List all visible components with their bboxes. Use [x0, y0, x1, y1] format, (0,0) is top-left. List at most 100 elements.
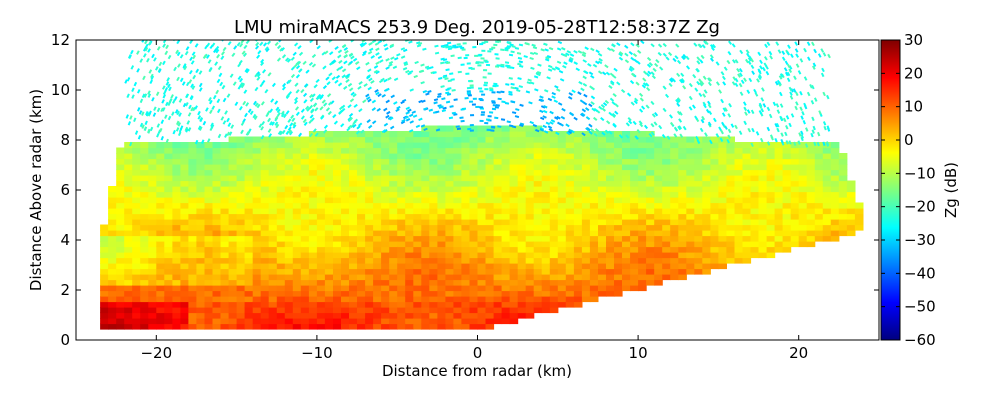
radar-cell [686, 142, 695, 149]
clutter-point [751, 127, 755, 133]
radar-cell [790, 197, 800, 204]
radar-cell [236, 147, 246, 154]
radar-cell [204, 235, 214, 242]
radar-cell [598, 175, 607, 182]
radar-cell [517, 296, 527, 303]
radar-cell [646, 263, 655, 270]
clutter-point [195, 68, 200, 74]
radar-cell [324, 136, 334, 143]
radar-cell [100, 296, 109, 303]
radar-cell [662, 213, 671, 220]
radar-cell [654, 153, 663, 160]
radar-cell [493, 301, 503, 308]
radar-cell [421, 274, 430, 281]
clutter-point [634, 97, 639, 102]
radar-cell [357, 153, 366, 160]
radar-cell [413, 213, 422, 220]
radar-cell [830, 147, 840, 154]
radar-cell [622, 274, 631, 281]
radar-cell [790, 235, 800, 242]
clutter-point [414, 60, 419, 65]
radar-cell [108, 202, 117, 209]
clutter-point [750, 109, 755, 115]
radar-cell [654, 274, 663, 281]
radar-cell [469, 318, 479, 325]
radar-cell [726, 235, 735, 242]
radar-cell [581, 208, 591, 215]
radar-cell [557, 164, 567, 171]
radar-cell [300, 153, 310, 160]
radar-cell [766, 219, 776, 226]
radar-cell [750, 197, 760, 204]
clutter-point [287, 79, 292, 84]
radar-cell [116, 202, 125, 209]
radar-cell [469, 219, 479, 226]
radar-cell [461, 219, 470, 226]
radar-cell [397, 158, 406, 165]
radar-cell [509, 213, 519, 220]
radar-cell [188, 279, 197, 286]
radar-cell [589, 241, 599, 248]
radar-cell [172, 169, 181, 176]
clutter-point [425, 92, 430, 96]
radar-clutter [124, 40, 831, 148]
radar-cell [557, 131, 567, 138]
radar-cell [726, 224, 735, 231]
clutter-point [747, 60, 752, 65]
radar-cell [228, 307, 238, 314]
radar-cell [606, 290, 615, 297]
radar-cell [292, 241, 302, 248]
radar-cell [670, 142, 679, 149]
radar-cell [116, 169, 125, 176]
radar-cell [228, 268, 238, 275]
radar-cell [397, 131, 406, 138]
clutter-point [280, 47, 285, 52]
radar-cell [140, 241, 149, 248]
radar-cell [477, 312, 487, 319]
clutter-point [241, 50, 246, 55]
radar-cell [734, 257, 744, 264]
clutter-point [262, 69, 267, 74]
clutter-point [554, 66, 560, 70]
radar-cell [453, 318, 462, 325]
radar-cell [341, 301, 350, 308]
radar-cell [268, 252, 278, 259]
radar-cell [606, 180, 615, 187]
radar-cell [573, 235, 583, 242]
clutter-point [367, 68, 372, 73]
radar-cell [365, 180, 374, 187]
radar-cell [517, 136, 527, 143]
radar-cell [541, 202, 551, 209]
clutter-point [365, 61, 370, 66]
radar-cell [308, 252, 318, 259]
radar-cell [549, 301, 559, 308]
clutter-point [173, 66, 177, 72]
radar-cell [292, 213, 302, 220]
clutter-point [582, 101, 588, 106]
clutter-point [254, 73, 259, 78]
radar-cell [670, 164, 679, 171]
radar-cell [509, 186, 519, 193]
radar-cell [477, 158, 487, 165]
radar-cell [108, 307, 117, 314]
radar-cell [381, 147, 390, 154]
radar-cell [822, 164, 832, 171]
radar-cell [838, 219, 848, 226]
clutter-point [206, 138, 211, 143]
radar-cell [533, 301, 543, 308]
radar-cell [565, 235, 575, 242]
clutter-point [151, 97, 155, 102]
radar-cell [630, 252, 639, 259]
clutter-point [675, 99, 680, 104]
clutter-point [678, 125, 683, 130]
radar-cell [445, 263, 454, 270]
radar-cell [549, 290, 559, 297]
radar-cell [316, 213, 326, 220]
clutter-point [365, 93, 370, 98]
clutter-point [812, 62, 817, 67]
radar-cell [220, 301, 230, 308]
clutter-point [208, 97, 212, 102]
radar-cell [357, 257, 366, 264]
radar-cell [790, 202, 800, 209]
radar-cell [156, 246, 165, 253]
